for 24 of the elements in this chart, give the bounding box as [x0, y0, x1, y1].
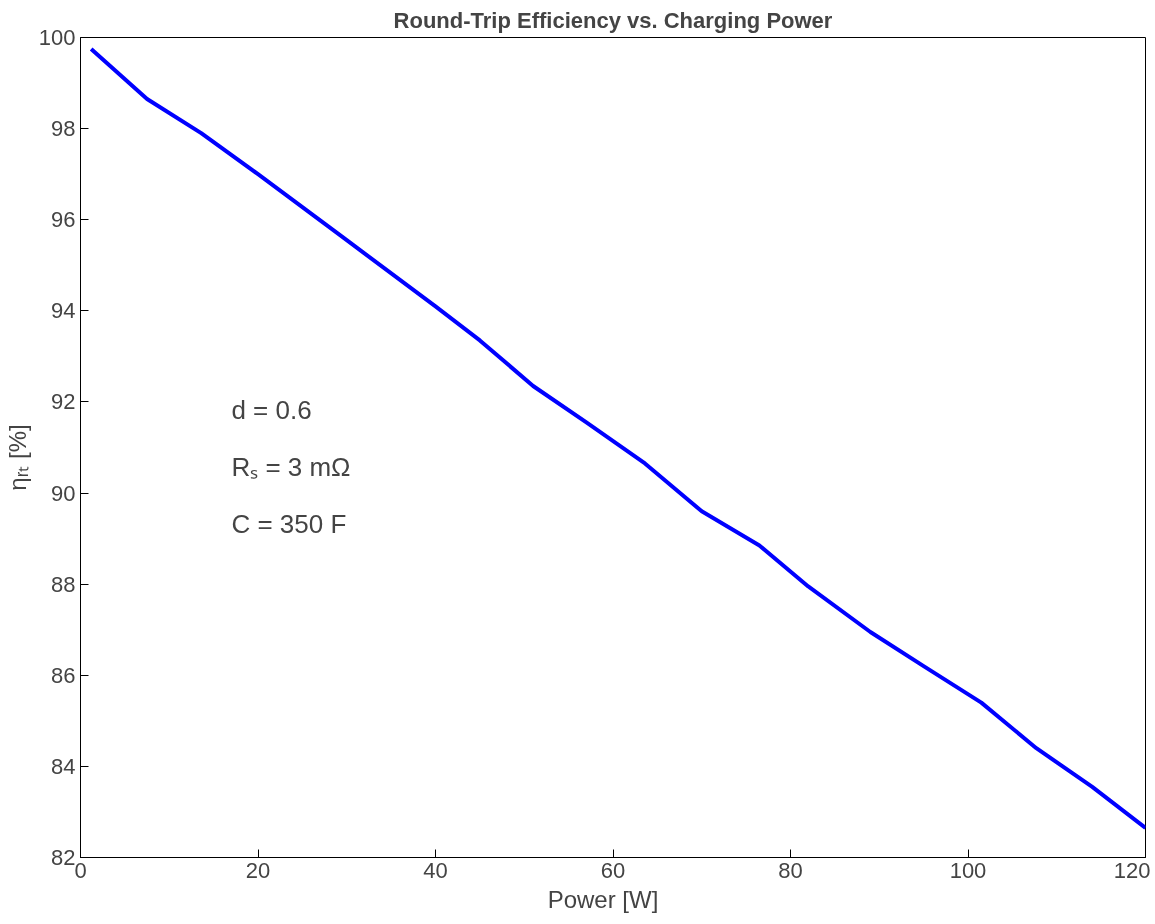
y-tick-label: 86 [51, 662, 76, 688]
annotation: d = 0.6 [231, 394, 312, 425]
y-tick-label: 100 [38, 25, 76, 50]
x-axis-title: Power [W] [547, 885, 659, 913]
x-tick-label: 60 [600, 857, 626, 883]
chart-title: Round-Trip Efficiency vs. Charging Power [393, 7, 833, 33]
line-series [89, 46, 1146, 830]
x-tick-label: 40 [423, 857, 448, 883]
x-tick-label: 80 [778, 857, 803, 883]
annotation: C = 350 F [231, 508, 347, 539]
y-tick-label: 84 [51, 753, 76, 779]
y-tick-label: 98 [51, 116, 76, 142]
y-tick-label: 96 [51, 207, 76, 233]
x-tick-label: 120 [1113, 857, 1151, 883]
y-tick-label: 94 [51, 298, 76, 324]
annotation: Rₛ = 3 mΩ [231, 451, 351, 482]
x-tick-label: 0 [74, 857, 87, 883]
y-axis-title: ηᵣₜ [%] [3, 424, 31, 491]
y-tick-label: 82 [51, 845, 76, 870]
x-tick-label: 20 [245, 857, 271, 883]
y-tick-label: 92 [51, 389, 76, 415]
y-tick-label: 90 [51, 480, 76, 506]
y-tick-label: 88 [51, 571, 76, 597]
x-tick-label: 100 [949, 857, 987, 883]
